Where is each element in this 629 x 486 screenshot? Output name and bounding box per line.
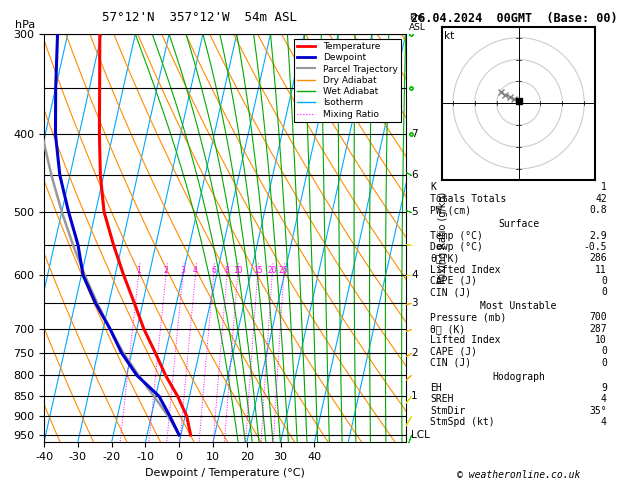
Text: StmDir: StmDir [430,406,465,416]
Text: 7: 7 [411,129,418,139]
Text: 700: 700 [589,312,607,322]
Text: 11: 11 [595,264,607,275]
Text: -0.5: -0.5 [583,242,607,252]
Text: 286: 286 [589,253,607,263]
Text: kt: kt [444,31,455,41]
Text: 0.8: 0.8 [589,206,607,215]
Text: Lifted Index: Lifted Index [430,335,501,345]
Text: km
ASL: km ASL [409,13,426,32]
Text: 0: 0 [601,347,607,356]
Text: Lifted Index: Lifted Index [430,264,501,275]
Text: 35°: 35° [589,406,607,416]
Text: Surface: Surface [498,219,539,229]
Text: PW (cm): PW (cm) [430,206,472,215]
Text: 0: 0 [601,287,607,297]
Text: 4: 4 [601,417,607,427]
Text: 42: 42 [595,194,607,204]
Text: 20: 20 [267,266,277,275]
Text: © weatheronline.co.uk: © weatheronline.co.uk [457,470,581,480]
Text: 4: 4 [601,394,607,404]
Text: Dewp (°C): Dewp (°C) [430,242,483,252]
Text: 57°12'N  357°12'W  54m ASL: 57°12'N 357°12'W 54m ASL [102,11,297,24]
Text: 0: 0 [601,276,607,286]
Text: 1: 1 [136,266,141,275]
Text: θᴇ (K): θᴇ (K) [430,324,465,334]
Text: 3: 3 [411,298,418,308]
Text: SREH: SREH [430,394,454,404]
Text: 26.04.2024  00GMT  (Base: 00): 26.04.2024 00GMT (Base: 00) [411,12,618,25]
Text: 10: 10 [233,266,242,275]
X-axis label: Dewpoint / Temperature (°C): Dewpoint / Temperature (°C) [145,468,305,478]
Text: 4: 4 [411,270,418,280]
Text: Pressure (mb): Pressure (mb) [430,312,507,322]
Text: 25: 25 [279,266,289,275]
Text: 2: 2 [411,348,418,358]
Text: 5: 5 [411,207,418,217]
Text: 9: 9 [601,383,607,393]
Text: K: K [430,182,437,192]
Text: 15: 15 [253,266,262,275]
Text: 2.9: 2.9 [589,231,607,241]
Text: 4: 4 [193,266,198,275]
Text: CAPE (J): CAPE (J) [430,347,477,356]
Legend: Temperature, Dewpoint, Parcel Trajectory, Dry Adiabat, Wet Adiabat, Isotherm, Mi: Temperature, Dewpoint, Parcel Trajectory… [294,38,401,122]
Text: CIN (J): CIN (J) [430,287,472,297]
Text: 2: 2 [164,266,169,275]
Text: Mixing Ratio (g/kg): Mixing Ratio (g/kg) [438,192,448,284]
Text: 0: 0 [601,358,607,368]
Text: CIN (J): CIN (J) [430,358,472,368]
Text: 1: 1 [411,391,418,401]
Text: 3: 3 [181,266,186,275]
Text: hPa: hPa [15,20,35,30]
Text: EH: EH [430,383,442,393]
Text: Hodograph: Hodograph [492,371,545,382]
Text: LCL: LCL [411,430,430,440]
Text: 8: 8 [225,266,230,275]
Text: 10: 10 [595,335,607,345]
Text: 1: 1 [601,182,607,192]
Text: Temp (°C): Temp (°C) [430,231,483,241]
Text: Most Unstable: Most Unstable [481,301,557,311]
Text: Totals Totals: Totals Totals [430,194,507,204]
Text: θᴇ(K): θᴇ(K) [430,253,460,263]
Text: 6: 6 [211,266,216,275]
Text: 6: 6 [411,170,418,180]
Text: 287: 287 [589,324,607,334]
Text: CAPE (J): CAPE (J) [430,276,477,286]
Text: StmSpd (kt): StmSpd (kt) [430,417,495,427]
